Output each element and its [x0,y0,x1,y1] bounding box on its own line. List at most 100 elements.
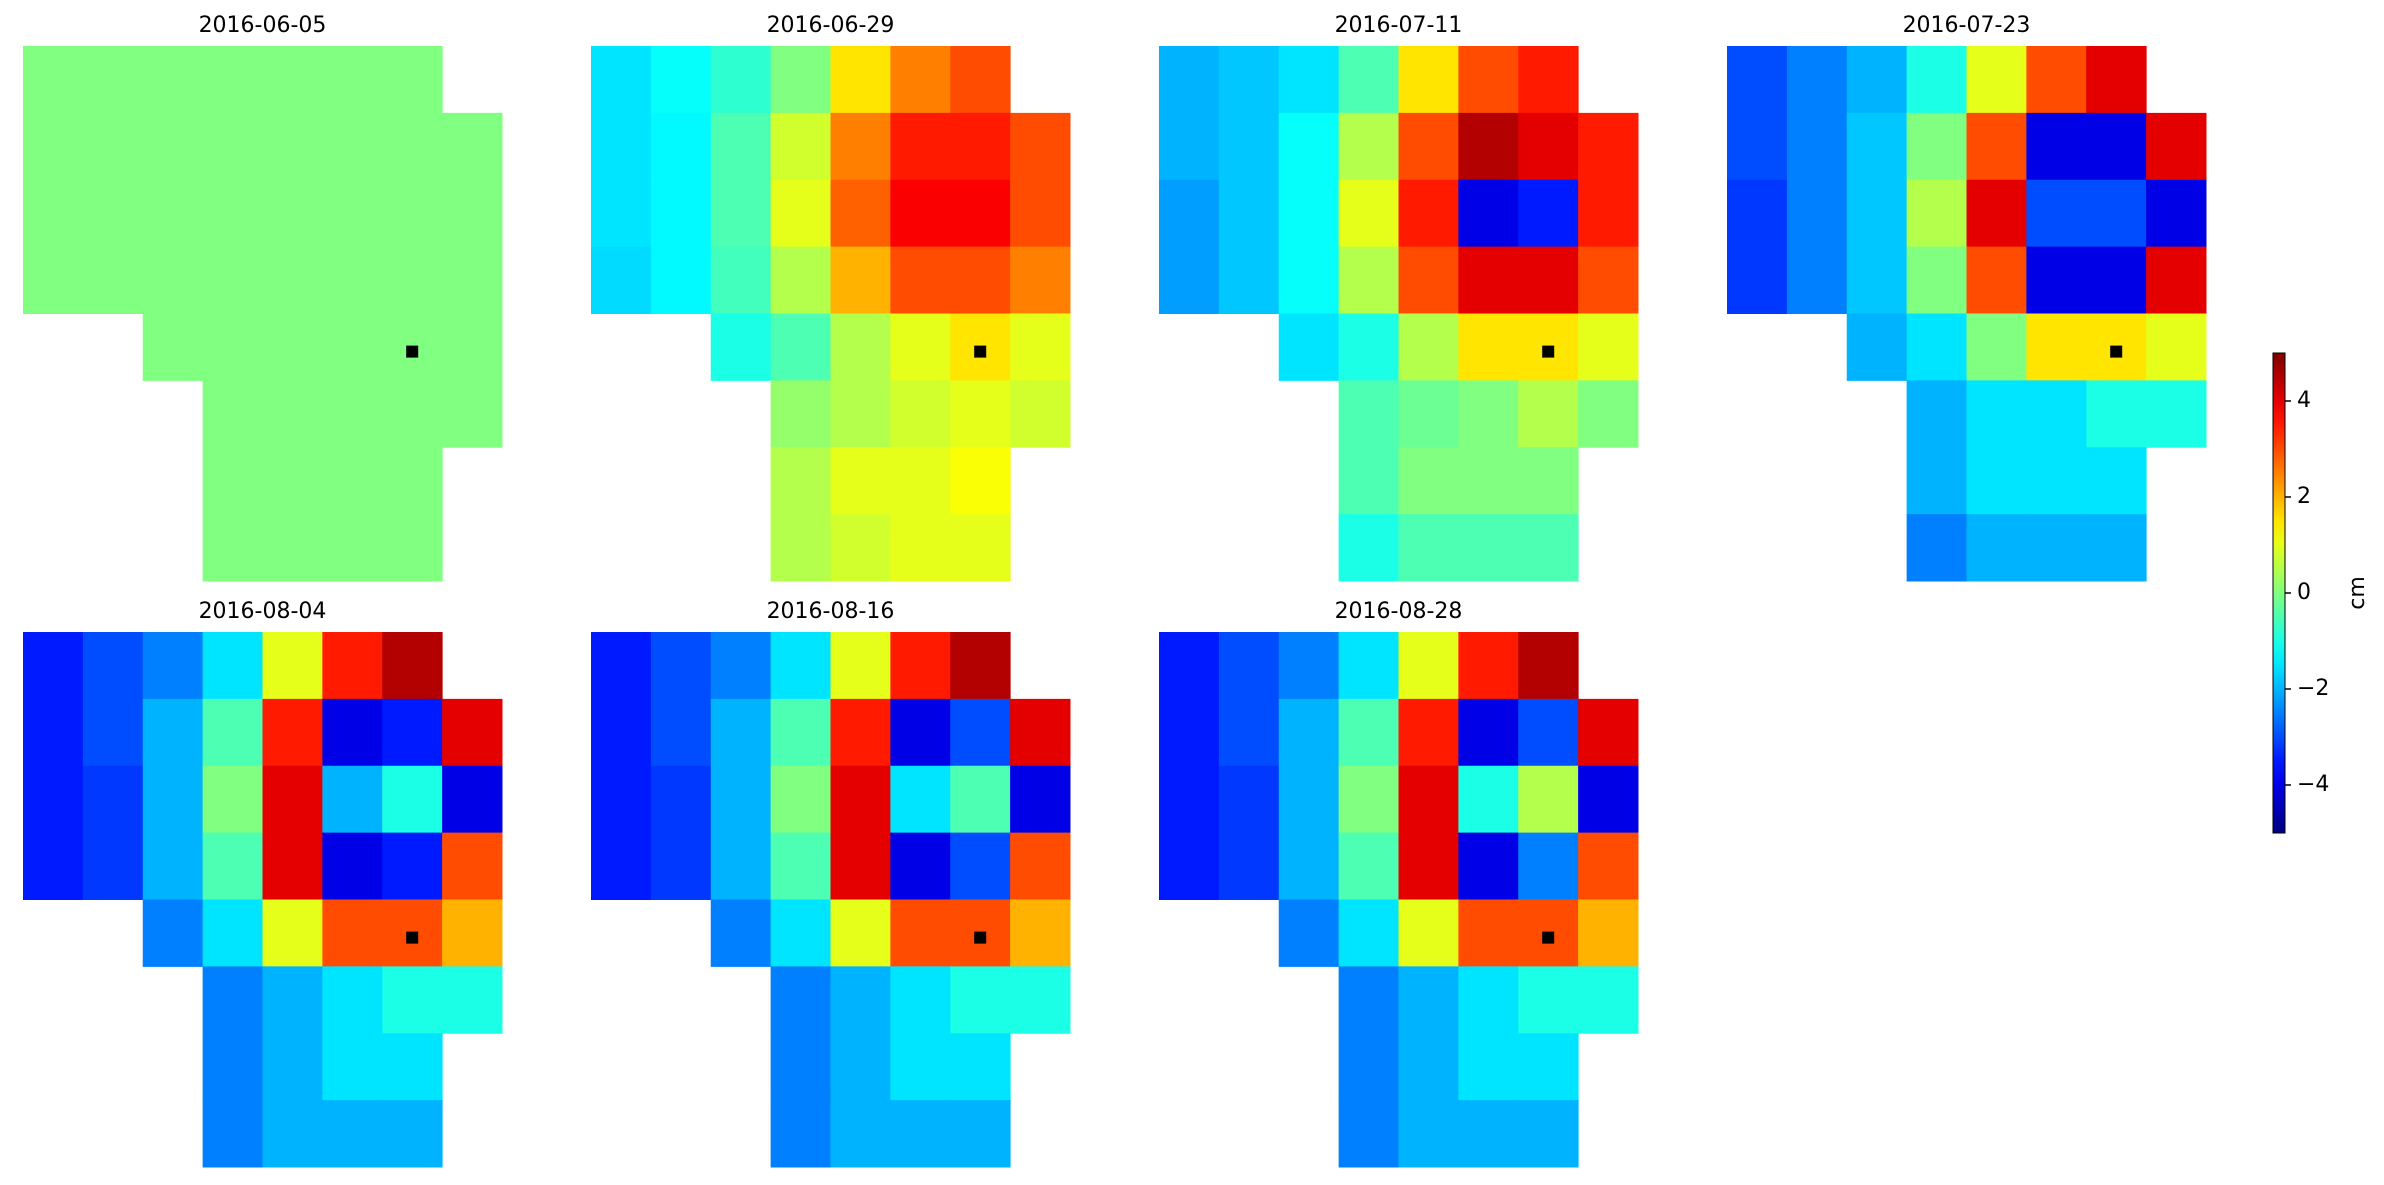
cell [950,698,1011,767]
cell [890,246,951,314]
cell [142,632,204,700]
cell [1458,1033,1519,1101]
cell [591,246,652,314]
cell [322,46,383,114]
cell [2026,447,2087,515]
cell [1159,112,1220,181]
cell [322,698,383,767]
cell [890,112,951,181]
cell [82,179,144,248]
cell [2086,179,2147,248]
cell [262,632,323,700]
cell [382,112,443,181]
cell [1518,765,1579,834]
cell [322,179,383,248]
cell [830,179,891,248]
cell [382,966,443,1034]
cell [382,632,443,700]
cell [890,313,951,381]
cell [23,765,84,834]
cell [1398,380,1459,448]
cell [382,447,443,515]
cell [1846,313,1908,381]
cell [1398,832,1459,900]
cell [202,698,263,767]
cell [1846,46,1908,114]
cell [262,447,323,515]
cell [950,112,1011,181]
cell [1966,246,2027,314]
cell [1010,966,1071,1034]
cell [1338,179,1399,248]
cell [770,832,831,900]
cell [1578,112,1639,181]
cell [1846,179,1908,248]
cell [710,698,772,767]
cell [1966,380,2027,448]
cell [1338,1100,1399,1168]
cell [262,112,323,181]
colorbar-tick-label: 4 [2297,388,2311,413]
cell [2026,313,2087,381]
cell [1458,899,1519,967]
cell [591,765,652,834]
cell [1278,246,1340,314]
cell [2086,514,2147,582]
cell [442,698,503,767]
colorbar-tick-label: −4 [2297,772,2329,797]
cell [770,632,831,700]
cell [1966,514,2027,582]
reference-point [974,931,987,944]
cell [830,698,891,767]
cell [950,1033,1011,1101]
cell [142,46,204,114]
cell [650,179,712,248]
cell [1518,46,1579,114]
cell [1278,46,1340,114]
cell [1518,832,1579,900]
cell [890,1100,951,1168]
cell [890,46,951,114]
cell [1578,179,1639,248]
cell [262,1033,323,1101]
cell [1518,380,1579,448]
cell [82,46,144,114]
cell [202,632,263,700]
cell [1010,899,1071,967]
cell [1906,46,1967,114]
cell [1010,112,1071,181]
cell [830,765,891,834]
cell [1398,112,1459,181]
cell [1906,447,1967,515]
cell [1578,380,1639,448]
cell [262,899,323,967]
cell [710,46,772,114]
cell [890,1033,951,1101]
cell [142,313,204,381]
cell [1159,632,1220,700]
cell [1578,246,1639,314]
cell [442,380,503,448]
cell [2146,112,2207,181]
cell [1398,313,1459,381]
cell [1218,832,1280,900]
cell [890,698,951,767]
cell [1010,698,1071,767]
cell [2086,46,2147,114]
cell [1338,1033,1399,1101]
panel-title: 2016-08-28 [1335,599,1463,624]
cell [23,179,84,248]
cell [1458,380,1519,448]
cell [650,765,712,834]
cell [1278,112,1340,181]
cell [1906,514,1967,582]
cell [23,112,84,181]
cell [830,1033,891,1101]
cell [382,179,443,248]
cell [202,380,263,448]
cell [1727,46,1788,114]
cell [1338,514,1399,582]
cell [322,246,383,314]
cell [1159,179,1220,248]
cell [2086,447,2147,515]
